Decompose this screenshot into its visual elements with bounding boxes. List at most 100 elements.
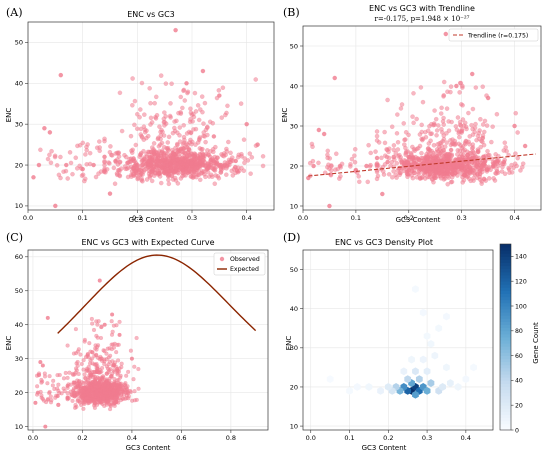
data-point	[47, 391, 52, 396]
data-point	[73, 327, 78, 332]
data-point	[433, 116, 439, 122]
data-point	[501, 159, 507, 165]
data-point	[216, 175, 222, 181]
data-point	[172, 125, 177, 131]
data-point	[489, 139, 494, 145]
y-tick-label: 20	[290, 162, 298, 170]
data-point	[155, 152, 161, 157]
density-hexbin	[423, 332, 431, 340]
data-point	[187, 119, 193, 125]
data-point	[138, 107, 143, 112]
data-point	[180, 173, 185, 179]
density-hexbin	[408, 355, 415, 364]
data-point	[94, 333, 99, 338]
data-point	[468, 165, 473, 170]
data-point	[41, 398, 47, 403]
data-point	[59, 391, 64, 396]
data-point	[57, 372, 62, 378]
data-point	[33, 400, 38, 405]
data-point	[174, 118, 179, 124]
colorbar-segment	[500, 402, 511, 406]
data-point	[110, 359, 115, 364]
data-point	[173, 167, 179, 172]
data-point	[244, 121, 249, 127]
data-point	[395, 147, 401, 152]
data-point	[87, 373, 92, 378]
colorbar-segment	[500, 405, 511, 409]
colorbar-segment	[500, 296, 511, 301]
data-point	[459, 167, 464, 173]
data-point	[242, 160, 247, 166]
data-point	[71, 386, 77, 391]
data-point	[465, 153, 470, 158]
data-point	[40, 363, 45, 368]
data-point	[182, 98, 188, 103]
data-point	[116, 154, 122, 159]
data-point	[92, 403, 97, 408]
data-point	[147, 86, 152, 91]
data-point	[477, 174, 482, 180]
data-point	[159, 140, 165, 146]
data-point	[105, 393, 110, 399]
data-point	[381, 172, 387, 177]
data-point	[483, 163, 488, 169]
data-point	[458, 143, 463, 148]
data-point	[386, 172, 392, 177]
data-point	[210, 165, 215, 171]
colorbar-segment	[500, 371, 511, 375]
data-point	[76, 371, 81, 377]
panel-d: (D) ENC vs GC3 Density Plot GC3 Content …	[283, 231, 540, 452]
data-point	[382, 153, 388, 158]
data-point	[115, 378, 120, 383]
data-point	[111, 389, 116, 394]
data-point	[117, 160, 123, 165]
colorbar-segment	[500, 281, 511, 285]
data-point	[132, 122, 137, 128]
colorbar-segment	[500, 244, 511, 248]
data-point	[469, 71, 475, 77]
data-point	[429, 164, 435, 169]
y-tick-label: 50	[15, 39, 23, 47]
data-point	[61, 386, 66, 391]
data-point	[422, 176, 428, 181]
data-point	[462, 147, 468, 153]
data-point	[247, 151, 253, 156]
data-point	[454, 83, 459, 89]
data-point	[335, 166, 341, 172]
plot-border	[302, 249, 494, 431]
colorbar-segment	[500, 399, 511, 403]
colorbar-tick-label: 60	[515, 353, 523, 360]
legend-label-trendline: Trendline (r=0.175)	[467, 32, 528, 39]
colorbar-segment	[500, 343, 511, 347]
data-point	[470, 132, 476, 137]
y-tick-label: 30	[290, 344, 298, 352]
data-point	[197, 135, 203, 140]
x-tick-label: 0.2	[404, 214, 414, 222]
data-point	[115, 342, 120, 347]
data-point	[170, 155, 176, 161]
data-point	[482, 129, 487, 135]
colorbar-tick-label: 40	[515, 378, 523, 385]
data-point	[108, 144, 113, 149]
data-point	[122, 153, 127, 158]
density-hexbin	[431, 351, 439, 360]
plot-border	[302, 25, 542, 211]
data-point	[39, 377, 44, 383]
data-point	[260, 154, 266, 159]
data-point	[445, 89, 450, 94]
colorbar-segment	[500, 337, 511, 341]
data-point	[193, 126, 199, 132]
data-point	[326, 162, 331, 167]
data-point	[132, 364, 137, 369]
data-point	[134, 126, 140, 132]
density-hexbin	[412, 367, 419, 376]
data-point	[71, 351, 76, 356]
data-point	[382, 140, 388, 146]
data-point	[80, 166, 85, 172]
data-point	[36, 162, 42, 168]
density-hexbin	[443, 363, 450, 372]
x-tick-label: 0.3	[422, 434, 432, 442]
data-point	[169, 81, 174, 86]
data-point	[227, 159, 232, 165]
data-point	[334, 151, 339, 157]
